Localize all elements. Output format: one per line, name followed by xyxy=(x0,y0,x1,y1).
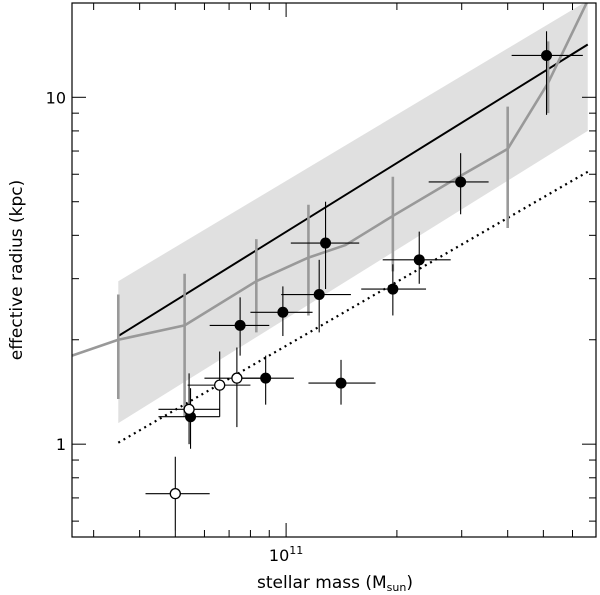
x-axis-label-close: ) xyxy=(406,573,413,593)
x-axis-label-main: stellar mass (M xyxy=(257,573,387,593)
data-point-filled xyxy=(313,289,325,301)
y-axis-label: effective radius (kpc) xyxy=(7,180,27,361)
x-axis-label: stellar mass (Msun) xyxy=(257,573,413,594)
data-point-filled xyxy=(387,283,399,295)
data-point-filled xyxy=(335,377,347,389)
y-tick-label: 10 xyxy=(46,88,66,107)
scatter-band xyxy=(118,3,588,424)
data-point-filled xyxy=(320,237,332,249)
data-point-open xyxy=(169,488,181,500)
y-tick-label: 1 xyxy=(56,435,66,454)
x-tick-label-exponent: 11 xyxy=(289,544,303,557)
dotted-relation-line xyxy=(117,170,589,444)
solid-relation-line xyxy=(117,43,589,337)
data-point-filled xyxy=(277,306,289,318)
x-tick-label: 1011 xyxy=(269,544,303,565)
data-point-filled xyxy=(234,319,246,331)
data-point-open xyxy=(214,379,226,391)
data-point-open xyxy=(231,372,243,384)
x-axis-label-subscript: sun xyxy=(387,581,407,594)
data-point-filled xyxy=(455,176,467,188)
data-point-open xyxy=(183,403,195,416)
x-tick-label-base: 10 xyxy=(269,546,289,565)
data-point-filled xyxy=(541,49,553,61)
plot-frame xyxy=(71,2,597,538)
gray-median-curve xyxy=(72,3,589,357)
data-point-filled xyxy=(413,254,425,266)
